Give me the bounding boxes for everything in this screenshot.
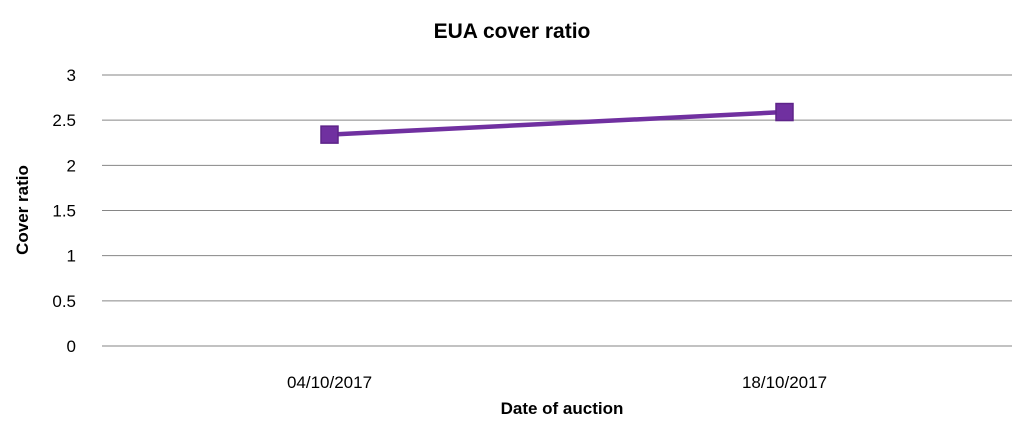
x-axis-title: Date of auction: [501, 399, 624, 418]
data-point-marker: [320, 125, 339, 144]
y-tick-label: 0.5: [52, 292, 76, 311]
y-tick-label: 0: [67, 337, 76, 356]
y-tick-label: 3: [67, 66, 76, 85]
gridlines: [102, 74, 1012, 347]
y-axis-title: Cover ratio: [13, 165, 32, 255]
chart-title: EUA cover ratio: [434, 20, 591, 43]
data-point-marker: [775, 102, 794, 122]
x-tick-labels: 04/10/2017 18/10/2017: [287, 373, 827, 392]
x-tick-label: 04/10/2017: [287, 373, 372, 392]
y-tick-labels: 0 0.5 1 1.5 2 2.5 3: [52, 66, 76, 356]
y-tick-label: 1: [67, 247, 76, 266]
series-line-0: [329, 109, 785, 137]
x-tick-label: 18/10/2017: [742, 373, 827, 392]
y-tick-label: 2.5: [52, 111, 76, 130]
data-markers: [320, 102, 794, 144]
y-tick-label: 2: [67, 156, 76, 175]
y-tick-label: 1.5: [52, 202, 76, 221]
series-lines: [329, 109, 785, 137]
